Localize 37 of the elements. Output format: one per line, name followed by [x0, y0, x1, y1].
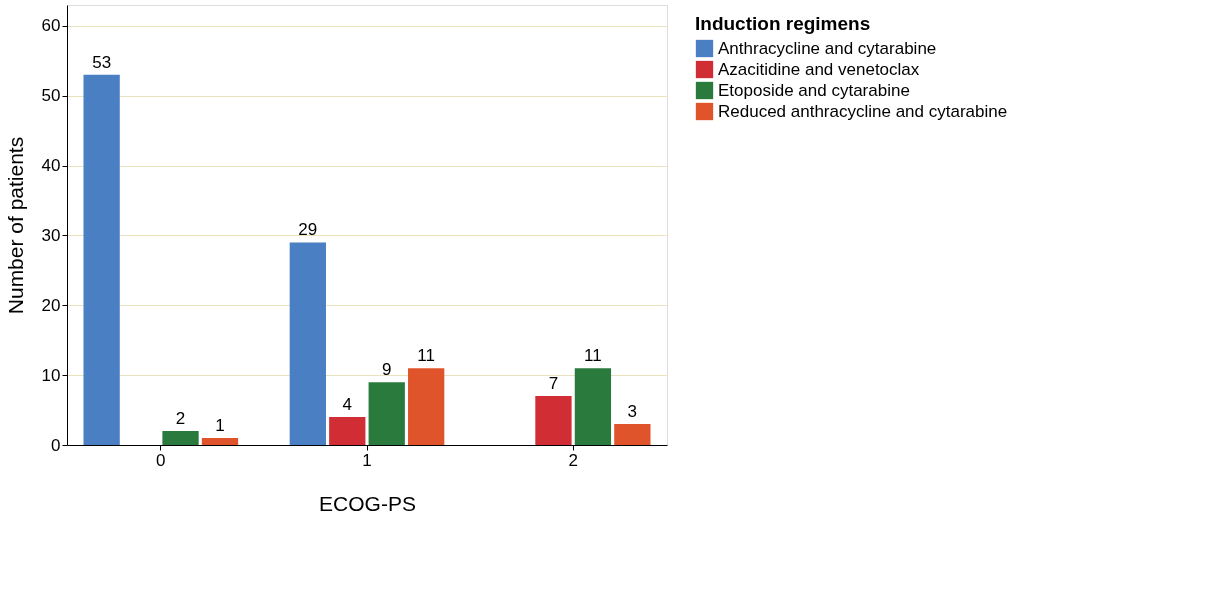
- y-tick-label: 30: [41, 225, 61, 245]
- bar: [574, 368, 612, 445]
- x-tick-label: 2: [568, 450, 578, 470]
- bar: [535, 396, 572, 445]
- data-label: 11: [584, 346, 602, 366]
- x-tick-label: 1: [362, 450, 372, 470]
- y-axis-title: Number of patients: [3, 136, 27, 315]
- bar: [329, 417, 366, 445]
- data-label: 2: [175, 409, 186, 429]
- legend-title: Induction regimens: [695, 13, 871, 34]
- data-label: 9: [381, 360, 392, 380]
- bar: [289, 242, 326, 445]
- y-tick-label: 40: [41, 156, 61, 176]
- data-label: 3: [627, 402, 638, 422]
- bar: [162, 431, 199, 445]
- legend-label: Etoposide and cytarabine: [718, 80, 910, 100]
- bar: [83, 74, 120, 445]
- y-tick-label: 60: [41, 16, 61, 36]
- legend-label: Azacitidine and venetoclax: [718, 59, 920, 79]
- bar: [201, 438, 239, 445]
- y-tick-label: 0: [51, 435, 61, 455]
- bar: [408, 368, 445, 445]
- legend-label: Anthracycline and cytarabine: [718, 38, 937, 58]
- data-label: 7: [548, 374, 559, 394]
- bar: [368, 382, 405, 445]
- legend-label: Reduced anthracycline and cytarabine: [718, 101, 1008, 121]
- x-tick-label: 0: [156, 450, 166, 470]
- y-tick-label: 50: [41, 86, 61, 106]
- bar: [614, 424, 651, 445]
- y-tick-label: 20: [41, 295, 61, 315]
- y-tick-label: 10: [41, 365, 61, 385]
- data-label: 29: [298, 220, 318, 240]
- x-axis-title: ECOG-PS: [319, 491, 416, 515]
- data-label: 4: [342, 395, 353, 415]
- data-label: 53: [92, 52, 112, 72]
- data-label: 1: [215, 416, 225, 436]
- data-label: 11: [417, 346, 435, 366]
